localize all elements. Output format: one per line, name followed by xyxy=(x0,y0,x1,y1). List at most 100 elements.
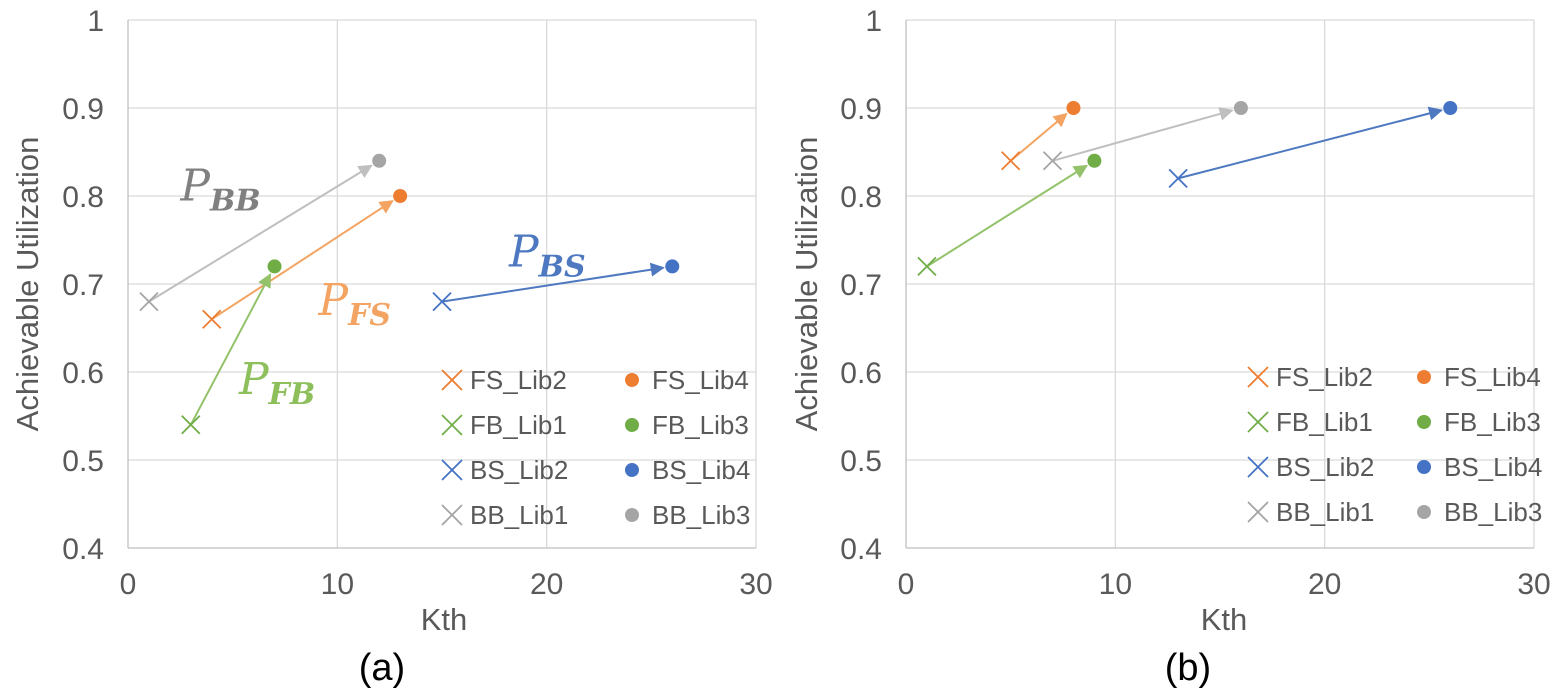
point-bs-lib2 xyxy=(432,291,452,312)
legend-cross-icon xyxy=(441,414,463,436)
point-bb-lib3 xyxy=(1233,101,1248,115)
legend-circle-icon xyxy=(625,508,639,522)
legend-item: FS_Lib4 xyxy=(625,365,749,395)
legend-cross-icon xyxy=(1247,501,1269,523)
legend-item: FB_Lib1 xyxy=(1247,407,1373,437)
y-axis-title: Achievable Utilization xyxy=(789,137,824,432)
legend-item: BS_Lib2 xyxy=(441,455,568,485)
x-tick-label: 20 xyxy=(530,568,563,601)
legend-item: BB_Lib3 xyxy=(625,500,750,530)
legend-item: FB_Lib3 xyxy=(625,410,749,440)
legend-circle-icon xyxy=(625,463,639,477)
legend: FS_Lib2 FB_Lib1 BS_Lib2 BB_Lib1 FS_Lib4 FB_Li… xyxy=(1247,362,1542,527)
x-tick-label: 10 xyxy=(321,568,354,601)
arrow-fb xyxy=(926,164,1088,268)
legend-item: BB_Lib1 xyxy=(441,500,568,530)
point-fb-lib3 xyxy=(267,259,282,274)
legend-item: BS_Lib2 xyxy=(1247,452,1374,482)
x-tick-label: 0 xyxy=(898,568,915,601)
legend-circle-icon xyxy=(1417,415,1431,429)
gridlines xyxy=(128,19,757,548)
legend-item: FS_Lib2 xyxy=(441,365,567,395)
legend-label: BS_Lib2 xyxy=(470,455,568,485)
legend-cross-icon xyxy=(441,504,463,526)
legend-item: FB_Lib1 xyxy=(441,410,567,440)
legend-item: BB_Lib1 xyxy=(1247,497,1374,527)
arrow-bb xyxy=(148,164,373,303)
y-tick-label: 0.5 xyxy=(840,445,882,478)
legend-label: BS_Lib4 xyxy=(1444,452,1542,482)
legend-cross-icon xyxy=(441,369,463,391)
point-bs-lib4 xyxy=(1443,101,1458,115)
legend-label: BB_Lib1 xyxy=(1276,497,1374,527)
y-tick-label: 0.8 xyxy=(840,181,882,214)
legend-label: BS_Lib4 xyxy=(652,455,750,485)
y-tick-label: 0.7 xyxy=(62,269,104,302)
legend-label: FB_Lib1 xyxy=(470,410,567,440)
legend-item: FB_Lib3 xyxy=(1417,407,1541,437)
y-tick-label: 1 xyxy=(87,5,104,38)
arrow-bb xyxy=(1052,107,1234,162)
legend-item: FS_Lib2 xyxy=(1247,362,1373,392)
legend-label: FS_Lib4 xyxy=(1444,362,1541,392)
annotation-p-bb: PBB xyxy=(179,160,260,218)
annotation-p-bs: PBS xyxy=(508,226,586,284)
y-tick-label: 0.9 xyxy=(840,93,882,126)
arrow-fb xyxy=(189,273,272,426)
x-axis-title: Kth xyxy=(421,602,468,637)
y-tick-label: 0.7 xyxy=(840,269,882,302)
legend-label: FS_Lib4 xyxy=(652,365,749,395)
gridlines xyxy=(906,19,1535,548)
legend-label: BB_Lib1 xyxy=(470,500,568,530)
point-fs-lib4 xyxy=(393,189,408,203)
arrow-bs xyxy=(441,262,665,303)
legend-circle-icon xyxy=(625,373,639,387)
legend-circle-icon xyxy=(625,418,639,432)
arrow-fs xyxy=(211,200,394,321)
x-tick-label: 30 xyxy=(1517,568,1550,601)
legend-label: FS_Lib2 xyxy=(470,365,567,395)
legend-label: FS_Lib2 xyxy=(1276,362,1373,392)
legend-circle-icon xyxy=(1417,460,1431,474)
legend-cross-icon xyxy=(1247,456,1269,478)
point-bb-lib3 xyxy=(372,153,387,168)
point-fb-lib1 xyxy=(917,256,937,277)
point-fb-lib1 xyxy=(181,415,201,435)
legend-circle-icon xyxy=(1417,370,1431,384)
y-tick-label: 0.4 xyxy=(840,533,882,566)
legend-item: FS_Lib4 xyxy=(1417,362,1541,392)
legend-cross-icon xyxy=(441,459,463,481)
legend-label: FB_Lib3 xyxy=(652,410,749,440)
legend-circle-icon xyxy=(1417,505,1431,519)
y-tick-label: 0.5 xyxy=(62,445,104,478)
point-fs-lib2 xyxy=(1001,151,1021,171)
legend-label: BS_Lib2 xyxy=(1276,452,1374,482)
point-fs-lib4 xyxy=(1066,101,1081,115)
annotation-p-fs: PFS xyxy=(317,275,391,333)
y-tick-label: 0.4 xyxy=(62,533,104,566)
legend-item: BS_Lib4 xyxy=(1417,452,1542,482)
x-tick-label: 10 xyxy=(1099,568,1132,601)
legend-label: FB_Lib1 xyxy=(1276,407,1373,437)
x-tick-label: 0 xyxy=(120,568,137,601)
y-tick-label: 0.9 xyxy=(62,93,104,126)
chart-caption: (a) xyxy=(359,647,405,689)
legend-cross-icon xyxy=(1247,411,1269,433)
legend-cross-icon xyxy=(1247,366,1269,388)
point-bb-lib1 xyxy=(1042,151,1063,171)
x-tick-label: 20 xyxy=(1308,568,1341,601)
y-axis-title: Achievable Utilization xyxy=(10,137,45,432)
point-fb-lib3 xyxy=(1087,153,1102,168)
point-bs-lib4 xyxy=(665,259,680,274)
x-tick-label: 30 xyxy=(739,568,772,601)
annotation-p-fb: PFB xyxy=(238,354,315,412)
legend-label: BB_Lib3 xyxy=(652,500,750,530)
arrow-fs xyxy=(1010,112,1068,162)
y-tick-label: 1 xyxy=(865,5,882,38)
chart-caption: (b) xyxy=(1165,647,1211,689)
legend: FS_Lib2 FB_Lib1 BS_Lib2 BB_Lib1 FS_Lib4 FB_Li… xyxy=(441,365,750,530)
y-tick-label: 0.8 xyxy=(62,181,104,214)
